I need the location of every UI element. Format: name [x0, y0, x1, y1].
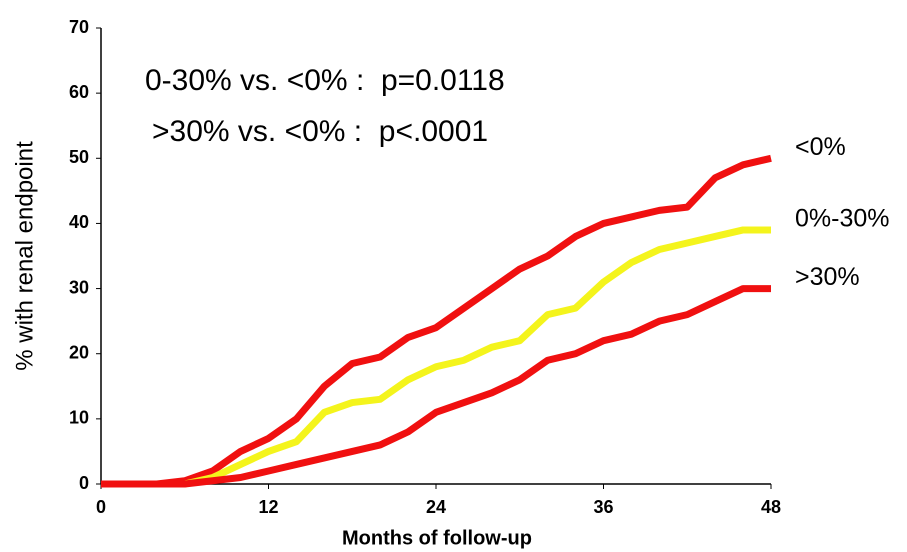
series-line	[101, 226, 771, 488]
y-tick-label: 60	[69, 82, 89, 102]
series-line	[101, 154, 772, 488]
x-tick-label: 36	[593, 497, 613, 517]
x-axis-label: Months of follow-up	[342, 527, 532, 549]
annotation: 0-30% vs. <0% : p=0.0118	[145, 64, 505, 97]
x-tick-label: 24	[426, 497, 446, 517]
y-tick-label: 50	[69, 147, 89, 167]
y-tick-label: 10	[69, 408, 89, 428]
x-tick-label: 12	[258, 497, 278, 517]
series-label: <0%	[795, 133, 846, 161]
y-tick-label: 0	[79, 473, 89, 493]
series-line	[101, 285, 771, 488]
series-label: >30%	[795, 263, 860, 291]
y-tick-label: 30	[69, 277, 89, 297]
y-tick-label: 20	[69, 342, 89, 362]
x-tick-label: 48	[761, 497, 781, 517]
series-label: 0%-30%	[795, 205, 890, 233]
y-tick-label: 40	[69, 212, 89, 232]
annotation: >30% vs. <0% : p<.0001	[152, 115, 488, 148]
x-tick-label: 0	[96, 497, 106, 517]
y-tick-label: 70	[69, 17, 89, 37]
y-axis-label: % with renal endpoint	[11, 141, 38, 371]
